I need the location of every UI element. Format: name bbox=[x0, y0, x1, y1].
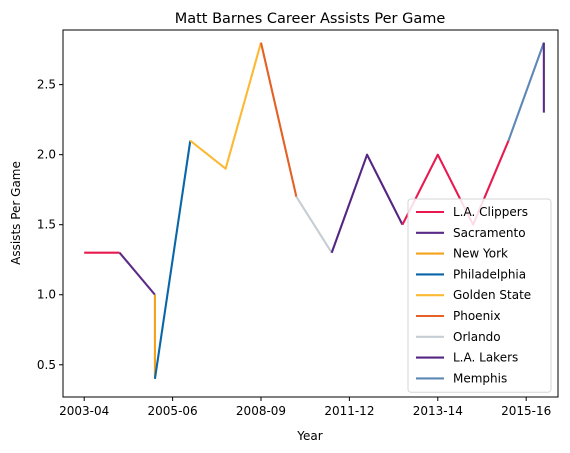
legend-label: Sacramento bbox=[453, 226, 526, 240]
x-tick-label: 2013-14 bbox=[413, 404, 463, 418]
legend: L.A. Clippers Sacramento New York Philadelp… bbox=[407, 198, 552, 393]
y-axis-label: Assists Per Game bbox=[9, 161, 23, 265]
series-line-7 bbox=[330, 153, 404, 254]
y-axis: 0.5 1.0 1.5 2.0 2.5 bbox=[37, 78, 63, 372]
x-tick-label: 2005-06 bbox=[148, 404, 198, 418]
series-line-4 bbox=[189, 42, 263, 170]
series-line-6 bbox=[295, 196, 333, 254]
series-line-1 bbox=[118, 252, 156, 296]
x-tick-label: 2008-09 bbox=[236, 404, 286, 418]
x-tick-label: 2011-12 bbox=[324, 404, 374, 418]
legend-label: L.A. Lakers bbox=[453, 351, 518, 365]
y-tick-label: 2.0 bbox=[37, 148, 56, 162]
x-axis: 2003-04 2005-06 2008-09 2011-12 2013-14 2015-… bbox=[59, 397, 551, 418]
legend-label: New York bbox=[453, 247, 508, 261]
x-axis-label: Year bbox=[296, 429, 322, 443]
y-tick-label: 0.5 bbox=[37, 358, 56, 372]
x-tick-label: 2015-16 bbox=[501, 404, 551, 418]
y-tick-label: 1.0 bbox=[37, 288, 56, 302]
y-tick-label: 2.5 bbox=[37, 78, 56, 92]
y-tick-label: 1.5 bbox=[37, 218, 56, 232]
legend-label: Memphis bbox=[453, 371, 507, 385]
series-line-5 bbox=[259, 42, 298, 197]
plot-lines bbox=[84, 42, 545, 379]
legend-label: Golden State bbox=[453, 288, 531, 302]
legend-label: Philadelphia bbox=[453, 267, 526, 281]
legend-label: Phoenix bbox=[453, 309, 501, 323]
series-line-8 bbox=[401, 140, 510, 226]
legend-label: L.A. Clippers bbox=[453, 205, 528, 219]
legend-box bbox=[407, 198, 552, 393]
chart-title: Matt Barnes Career Assists Per Game bbox=[175, 11, 446, 27]
plot-frame bbox=[62, 29, 559, 398]
x-tick-label: 2003-04 bbox=[59, 404, 109, 418]
series-line-3 bbox=[153, 140, 192, 379]
legend-label: Orlando bbox=[453, 330, 501, 344]
series-line-9 bbox=[507, 42, 545, 142]
